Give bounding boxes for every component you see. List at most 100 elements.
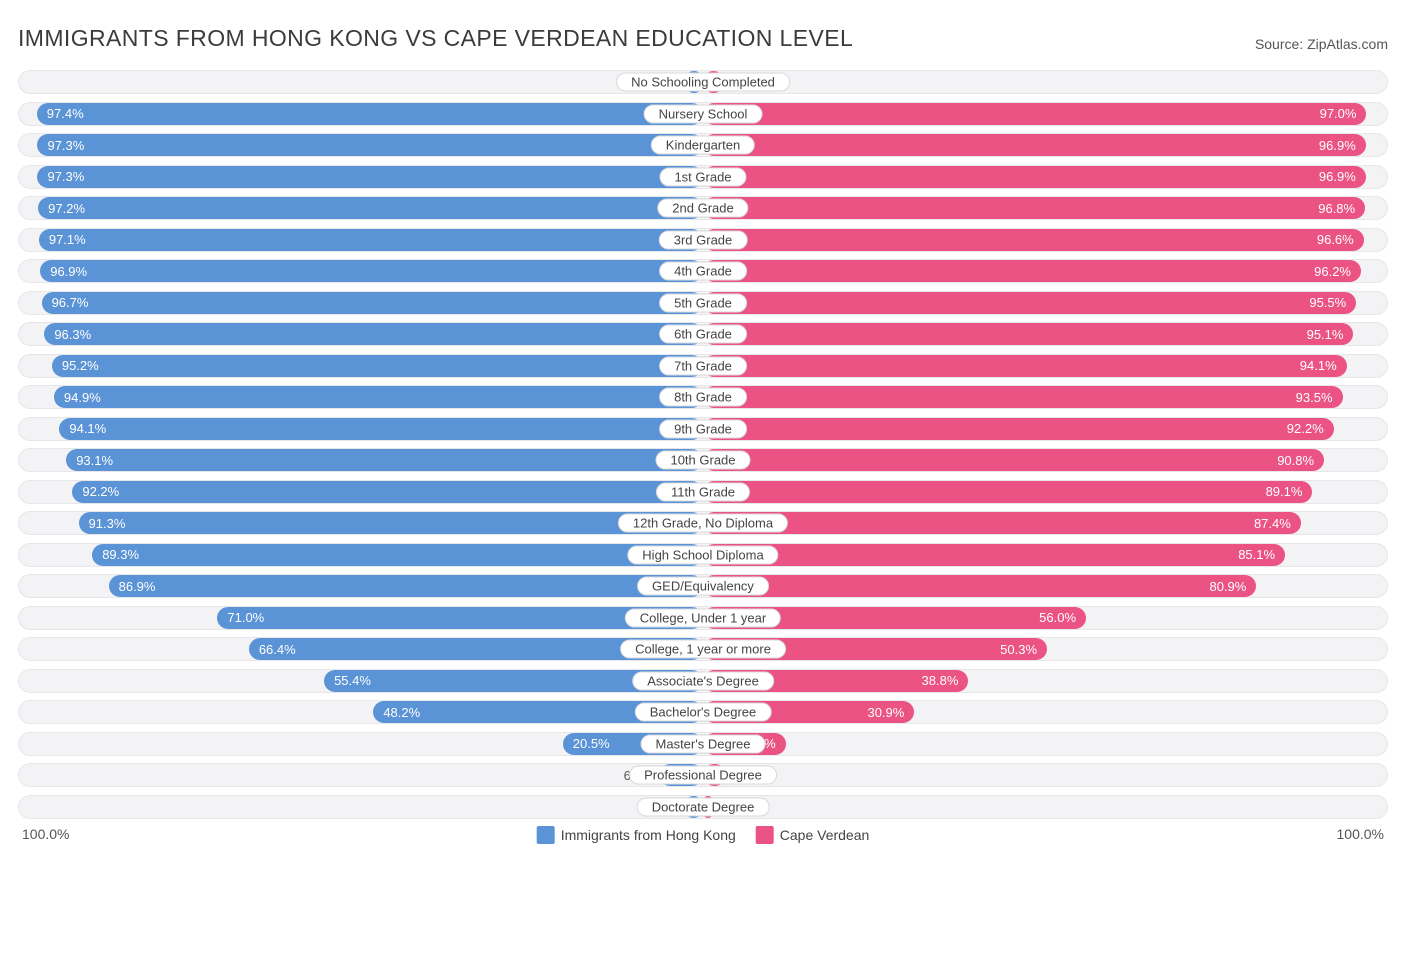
bar-right-value: 90.8%	[1277, 453, 1314, 468]
bar-left: 96.3%	[44, 323, 703, 345]
bar-left: 96.7%	[42, 292, 703, 314]
bar-left-value: 97.3%	[47, 169, 84, 184]
bar-row: 96.7% 95.5%5th Grade	[18, 291, 1388, 315]
bar-left-value: 96.9%	[50, 264, 87, 279]
bar-left: 89.3%	[92, 544, 703, 566]
bar-left-value: 97.2%	[48, 201, 85, 216]
bar-row: 91.3%87.4%12th Grade, No Diploma	[18, 511, 1388, 535]
axis-right-max: 100.0%	[1337, 826, 1384, 842]
bar-right-value: 96.6%	[1317, 232, 1354, 247]
legend-item-left: Immigrants from Hong Kong	[537, 826, 736, 844]
diverging-bar-chart: 2.7%3.1%No Schooling Completed 97.4%97.0%…	[18, 70, 1388, 819]
category-label: College, Under 1 year	[625, 608, 781, 627]
legend-swatch-icon	[537, 826, 555, 844]
bar-left: 97.1%	[39, 229, 703, 251]
bar-right-value: 38.8%	[922, 673, 959, 688]
bar-right-value: 96.2%	[1314, 264, 1351, 279]
bar-right-value: 94.1%	[1300, 358, 1337, 373]
category-label: Associate's Degree	[632, 671, 774, 690]
bar-right: 96.9%	[703, 166, 1366, 188]
bar-row: 55.4% 38.8% Associate's Degree	[18, 669, 1388, 693]
bar-right-value: 96.9%	[1319, 138, 1356, 153]
bar-right: 92.2%	[703, 418, 1334, 440]
bar-right-value: 96.9%	[1319, 169, 1356, 184]
bar-left-value: 93.1%	[76, 453, 113, 468]
bar-right: 93.5%	[703, 386, 1343, 408]
bar-left: 86.9%	[109, 575, 703, 597]
bar-left-value: 89.3%	[102, 547, 139, 562]
category-label: Master's Degree	[641, 734, 766, 753]
bar-left: 92.2%	[72, 481, 703, 503]
category-label: 3rd Grade	[659, 230, 748, 249]
bar-right: 94.1%	[703, 355, 1347, 377]
bar-left-value: 96.3%	[54, 327, 91, 342]
category-label: Kindergarten	[651, 136, 755, 155]
bar-right: 96.6%	[703, 229, 1364, 251]
bar-right-value: 50.3%	[1000, 642, 1037, 657]
bar-left-value: 66.4%	[259, 642, 296, 657]
bar-left-value: 55.4%	[334, 673, 371, 688]
bar-left-value: 96.7%	[52, 295, 89, 310]
bar-right-value: 92.2%	[1287, 421, 1324, 436]
legend-right-label: Cape Verdean	[780, 827, 870, 843]
bar-left: 94.1%	[59, 418, 703, 440]
category-label: No Schooling Completed	[616, 73, 790, 92]
category-label: 8th Grade	[659, 388, 747, 407]
bar-row: 96.9% 96.2% 4th Grade	[18, 259, 1388, 283]
bar-left-value: 86.9%	[119, 579, 156, 594]
bar-row: 2.7%3.1%No Schooling Completed	[18, 70, 1388, 94]
source-text: Source: ZipAtlas.com	[1255, 36, 1388, 52]
category-label: Nursery School	[644, 104, 763, 123]
bar-right: 87.4%	[703, 512, 1301, 534]
bar-left-value: 95.2%	[62, 358, 99, 373]
category-label: 1st Grade	[659, 167, 746, 186]
category-label: 10th Grade	[655, 451, 750, 470]
category-label: Professional Degree	[629, 766, 777, 785]
bar-right: 97.0%	[703, 103, 1366, 125]
bar-left-value: 94.1%	[69, 421, 106, 436]
bar-right-value: 85.1%	[1238, 547, 1275, 562]
category-label: 5th Grade	[659, 293, 747, 312]
chart-title: IMMIGRANTS FROM HONG KONG VS CAPE VERDEA…	[18, 25, 853, 52]
bar-row: 97.2%96.8%2nd Grade	[18, 196, 1388, 220]
bar-right-value: 30.9%	[867, 705, 904, 720]
bar-row: 94.9% 93.5%8th Grade	[18, 385, 1388, 409]
bar-row: 97.1% 96.6% 3rd Grade	[18, 228, 1388, 252]
bar-row: 71.0%56.0%College, Under 1 year	[18, 606, 1388, 630]
bar-left-value: 20.5%	[573, 736, 610, 751]
bar-right: 80.9%	[703, 575, 1256, 597]
bar-right: 96.9%	[703, 134, 1366, 156]
bar-right: 95.1%	[703, 323, 1353, 345]
axis-left-max: 100.0%	[22, 826, 69, 842]
category-label: College, 1 year or more	[620, 640, 786, 659]
bar-row: 97.4%97.0%Nursery School	[18, 102, 1388, 126]
bar-row: 97.3%96.9%Kindergarten	[18, 133, 1388, 157]
category-label: GED/Equivalency	[637, 577, 769, 596]
bar-left: 91.3%	[79, 512, 703, 534]
category-label: Bachelor's Degree	[635, 703, 772, 722]
bar-right-value: 80.9%	[1209, 579, 1246, 594]
bar-row: 20.5%12.1%Master's Degree	[18, 732, 1388, 756]
category-label: 11th Grade	[656, 482, 750, 501]
bar-left-value: 94.9%	[64, 390, 101, 405]
bar-row: 48.2%30.9%Bachelor's Degree	[18, 700, 1388, 724]
bar-row: 94.1%92.2%9th Grade	[18, 417, 1388, 441]
category-label: 4th Grade	[659, 262, 747, 281]
bar-right: 96.2%	[703, 260, 1361, 282]
bar-row: 97.3% 96.9% 1st Grade	[18, 165, 1388, 189]
bar-right: 95.5%	[703, 292, 1356, 314]
bar-left-value: 92.2%	[82, 484, 119, 499]
bar-right: 89.1%	[703, 481, 1312, 503]
bar-left: 93.1%	[66, 449, 703, 471]
bar-left: 94.9%	[54, 386, 703, 408]
bar-right-value: 95.1%	[1307, 327, 1344, 342]
bar-row: 2.8%1.4%Doctorate Degree	[18, 795, 1388, 819]
legend-left-label: Immigrants from Hong Kong	[561, 827, 736, 843]
category-label: 12th Grade, No Diploma	[618, 514, 788, 533]
bar-left: 97.3%	[37, 166, 703, 188]
bar-left: 95.2%	[52, 355, 703, 377]
bar-right-value: 56.0%	[1039, 610, 1076, 625]
bar-row: 66.4% 50.3% College, 1 year or more	[18, 637, 1388, 661]
bar-row: 92.2% 89.1%11th Grade	[18, 480, 1388, 504]
category-label: 6th Grade	[659, 325, 747, 344]
